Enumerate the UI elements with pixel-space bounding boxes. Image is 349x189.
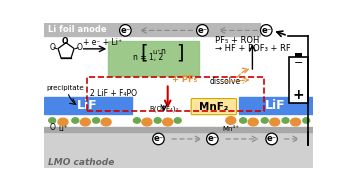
Circle shape xyxy=(153,133,164,145)
Bar xyxy=(45,127,313,132)
Bar xyxy=(87,77,264,111)
Ellipse shape xyxy=(72,118,79,123)
Circle shape xyxy=(266,133,277,145)
Text: e⁻: e⁻ xyxy=(120,26,131,35)
Text: PF₅ + ROH: PF₅ + ROH xyxy=(215,36,260,46)
Text: + e⁻ + Li⁺: + e⁻ + Li⁺ xyxy=(83,38,122,47)
Ellipse shape xyxy=(101,118,111,126)
Ellipse shape xyxy=(303,118,310,123)
Circle shape xyxy=(207,133,218,145)
Text: LMO cathode: LMO cathode xyxy=(47,158,114,167)
Text: [: [ xyxy=(141,43,148,62)
Text: → HF + POF₃ + RF: → HF + POF₃ + RF xyxy=(215,44,291,53)
Ellipse shape xyxy=(58,118,68,126)
Text: dissolve: dissolve xyxy=(210,77,241,86)
Bar xyxy=(45,23,260,36)
Bar xyxy=(45,36,313,130)
Bar xyxy=(295,53,302,57)
Text: Li foil anode: Li foil anode xyxy=(47,25,106,34)
Bar xyxy=(45,130,313,168)
Text: Li⁺: Li⁺ xyxy=(152,50,161,55)
Ellipse shape xyxy=(154,118,161,123)
Text: ]: ] xyxy=(176,43,184,62)
Ellipse shape xyxy=(240,118,247,123)
Text: +: + xyxy=(292,88,304,102)
Text: O: O xyxy=(50,43,55,52)
Bar xyxy=(45,97,132,114)
Text: O: O xyxy=(76,43,82,52)
Ellipse shape xyxy=(270,118,280,126)
Text: n: n xyxy=(160,47,165,57)
Text: LiF: LiF xyxy=(265,99,286,112)
Text: precipitate: precipitate xyxy=(46,85,84,91)
Circle shape xyxy=(260,25,272,36)
Ellipse shape xyxy=(163,118,173,126)
Ellipse shape xyxy=(248,118,258,126)
Text: + PF₅: + PF₅ xyxy=(172,75,197,84)
Ellipse shape xyxy=(261,118,268,123)
Text: O: O xyxy=(62,37,68,46)
Ellipse shape xyxy=(49,118,55,123)
Circle shape xyxy=(196,25,208,36)
Ellipse shape xyxy=(290,118,300,126)
Bar xyxy=(289,57,308,103)
Text: MnF₂: MnF₂ xyxy=(199,102,229,112)
Text: e⁻: e⁻ xyxy=(261,26,271,35)
Text: −: − xyxy=(294,58,303,68)
Text: Li⁺: Li⁺ xyxy=(58,126,68,132)
Text: O: O xyxy=(49,123,55,132)
Text: LiF: LiF xyxy=(77,99,98,112)
Text: e⁻: e⁻ xyxy=(267,134,277,143)
Ellipse shape xyxy=(282,118,289,123)
Ellipse shape xyxy=(142,118,152,126)
Ellipse shape xyxy=(92,118,99,123)
FancyBboxPatch shape xyxy=(191,98,237,115)
Ellipse shape xyxy=(226,117,236,124)
Bar xyxy=(238,97,313,114)
Circle shape xyxy=(120,25,131,36)
Ellipse shape xyxy=(174,118,181,123)
Text: e⁻: e⁻ xyxy=(154,134,164,143)
Text: Mn⁴⁺: Mn⁴⁺ xyxy=(222,126,239,132)
Ellipse shape xyxy=(133,118,140,123)
Text: n = 1, 2: n = 1, 2 xyxy=(133,53,163,62)
Text: R(OPF₄)₂: R(OPF₄)₂ xyxy=(149,106,179,112)
Text: e⁻: e⁻ xyxy=(197,26,207,35)
Ellipse shape xyxy=(80,118,90,126)
Bar xyxy=(109,41,199,76)
Text: e⁻: e⁻ xyxy=(207,134,217,143)
Text: 2 LiF + F₄PO: 2 LiF + F₄PO xyxy=(90,89,137,98)
